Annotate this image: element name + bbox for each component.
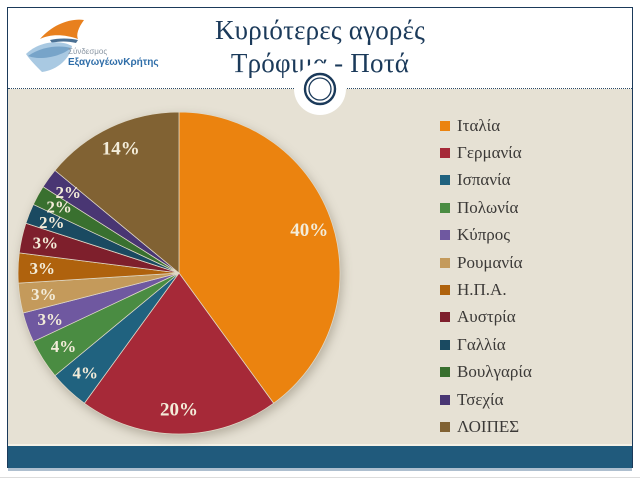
legend-swatch-icon (440, 421, 450, 432)
circle-ornament-icon (303, 72, 337, 106)
pie-slice-label-Ρουμανία: 3% (31, 285, 57, 304)
pie-slice-Ιταλία (178, 111, 341, 404)
legend-label: Ισπανία (457, 170, 511, 190)
pie-slice-label-Πολωνία: 4% (51, 337, 77, 356)
legend-item-Ισπανία: Ισπανία (440, 167, 625, 194)
legend-label: Κύπρος (457, 225, 510, 245)
legend-item-Η.Π.Α.: Η.Π.Α. (440, 276, 625, 303)
legend-label: Η.Π.Α. (457, 280, 507, 300)
legend-label: ΛΟΙΠΕΣ (457, 416, 520, 436)
pie-slice-label-Ισπανία: 4% (73, 363, 99, 382)
legend-label: Πολωνία (457, 197, 519, 217)
legend-item-Κύπρος: Κύπρος (440, 222, 625, 249)
legend-swatch-icon (440, 148, 450, 159)
slide: Σύνδεσμος ΕξαγωγέωνΚρήτης Κυριότερες αγο… (7, 7, 633, 468)
pie-slice-label-Βουλγαρία: 2% (46, 198, 72, 217)
legend-item-Αυστρία: Αυστρία (440, 304, 625, 331)
legend-item-Τσεχία: Τσεχία (440, 386, 625, 413)
logo-bird-wing-shape (28, 46, 71, 58)
legend-swatch-icon (440, 120, 450, 131)
pie-slice-label-Η.Π.Α.: 3% (29, 259, 55, 278)
legend-item-Ρουμανία: Ρουμανία (440, 249, 625, 276)
screen-bottom-edge (0, 477, 640, 478)
legend-swatch-icon (440, 230, 450, 241)
legend-label: Τσεχία (457, 389, 504, 409)
legend-item-Γερμανία: Γερμανία (440, 139, 625, 166)
legend-item-Βουλγαρία: Βουλγαρία (440, 359, 625, 386)
legend-label: Ιταλία (457, 115, 501, 135)
pie-slice-Γερμανία (83, 272, 275, 435)
header-separator (8, 63, 632, 115)
legend-item-Ιταλία: Ιταλία (440, 112, 625, 139)
legend-swatch-icon (440, 257, 450, 268)
pie-slice-label-Αυστρία: 3% (33, 234, 59, 253)
pie-slice-label-Γαλλία: 2% (39, 213, 65, 232)
logo-text-line1: Σύνδεσμος (68, 47, 107, 56)
chart-area: 40% 20% 4% 4% 3% 3% 3% 3% 2% 2% 2% 14% Ιταλία Γερμαν… (8, 89, 632, 444)
pie-chart: 40%20%4%4%3%3%3%3%2%2%2%14% (17, 111, 341, 435)
legend-item-Γαλλία: Γαλλία (440, 331, 625, 358)
legend-swatch-icon (440, 285, 450, 296)
legend-swatch-icon (440, 202, 450, 213)
logo-sail-shape (40, 19, 84, 39)
legend-label: Αυστρία (457, 307, 516, 327)
band-top-line (8, 444, 632, 446)
legend-item-Πολωνία: Πολωνία (440, 194, 625, 221)
pie-slice-label-Γερμανία: 20% (160, 399, 198, 420)
legend-swatch-icon (440, 394, 450, 405)
pie-slice-ΛΟΙΠΕΣ (54, 111, 180, 274)
legend-label: Γαλλία (457, 334, 506, 354)
legend-swatch-icon (440, 339, 450, 350)
bottom-band (8, 446, 632, 468)
chart-legend: Ιταλία Γερμανία Ισπανία Πολωνία Κύπρος Ρουμαν… (440, 112, 625, 441)
legend-label: Γερμανία (457, 143, 522, 163)
logo-sail-base-shape (50, 38, 78, 43)
legend-swatch-icon (440, 367, 450, 378)
page-title-line1: Κυριότερες αγορές (214, 15, 426, 45)
legend-swatch-icon (440, 175, 450, 186)
pie-slice-label-ΛΟΙΠΕΣ: 14% (102, 139, 140, 160)
legend-label: Βουλγαρία (457, 362, 532, 382)
pie-slice-label-Τσεχία: 2% (56, 183, 82, 202)
pie-slice-label-Κύπρος: 3% (37, 310, 63, 329)
legend-swatch-icon (440, 312, 450, 323)
legend-label: Ρουμανία (457, 252, 523, 272)
crete-exporters-logo-icon: Σύνδεσμος ΕξαγωγέωνΚρήτης (26, 19, 159, 72)
pie-slice-label-Ιταλία: 40% (290, 220, 328, 241)
logo-text-line2: ΕξαγωγέωνΚρήτης (68, 57, 159, 68)
legend-item-ΛΟΙΠΕΣ: ΛΟΙΠΕΣ (440, 413, 625, 440)
